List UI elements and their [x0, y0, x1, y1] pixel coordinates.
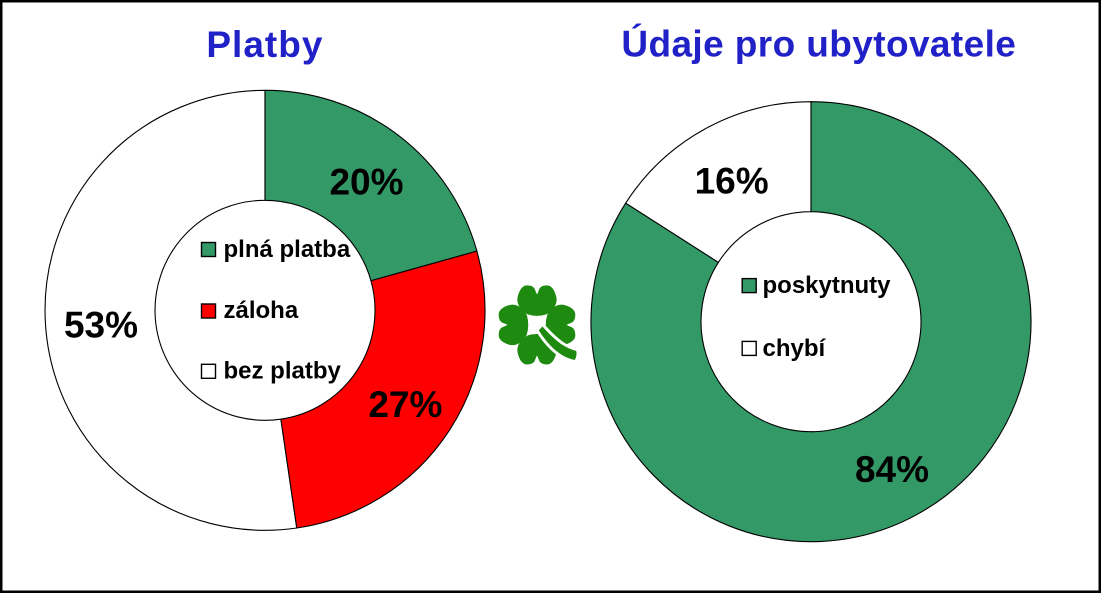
svg-text:Platby: Platby [206, 24, 323, 65]
svg-text:84%: 84% [855, 449, 929, 490]
svg-text:Údaje pro ubytovatele: Údaje pro ubytovatele [621, 23, 1016, 65]
svg-text:chybí: chybí [763, 335, 827, 362]
svg-text:poskytnuty: poskytnuty [763, 272, 892, 299]
svg-text:27%: 27% [368, 384, 442, 425]
svg-text:53%: 53% [64, 305, 138, 346]
svg-text:záloha: záloha [224, 297, 299, 324]
svg-text:16%: 16% [695, 161, 769, 202]
svg-text:plná platba: plná platba [224, 236, 351, 263]
svg-text:bez platby: bez platby [224, 358, 342, 385]
svg-text:20%: 20% [329, 162, 403, 203]
